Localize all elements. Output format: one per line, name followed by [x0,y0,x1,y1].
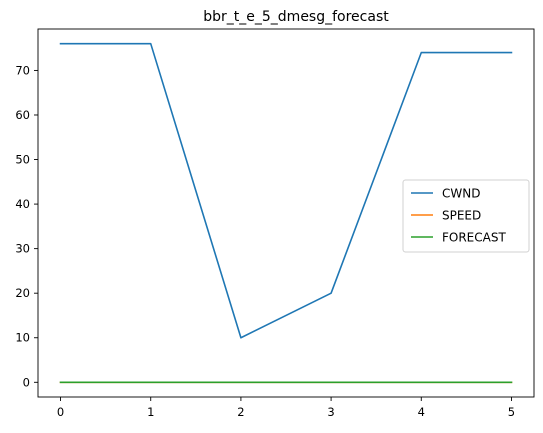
y-tick-label: 40 [15,197,30,211]
series-line-cwnd [59,42,513,339]
legend-label-speed: SPEED [442,209,481,223]
plot-frame [37,28,535,398]
legend-label-cwnd: CWND [442,187,480,201]
x-tick-label: 5 [508,405,515,419]
y-tick-label: 0 [23,375,30,389]
y-tick-label: 50 [15,153,30,167]
chart-title: bbr_t_e_5_dmesg_forecast [203,9,389,25]
y-tick-label: 10 [15,331,30,345]
y-tick-label: 60 [15,108,30,122]
y-tick-label: 70 [15,63,30,77]
x-tick-label: 0 [57,405,64,419]
legend-box [402,179,530,253]
x-tick-label: 4 [418,405,425,419]
legend-label-forecast: FORECAST [442,231,506,245]
x-tick-label: 1 [147,405,154,419]
x-tick-label: 2 [237,405,244,419]
y-tick-label: 30 [15,242,30,256]
x-tick-label: 3 [327,405,334,419]
y-tick-label: 20 [15,286,30,300]
legend: CWND SPEED FORECAST [402,179,530,253]
